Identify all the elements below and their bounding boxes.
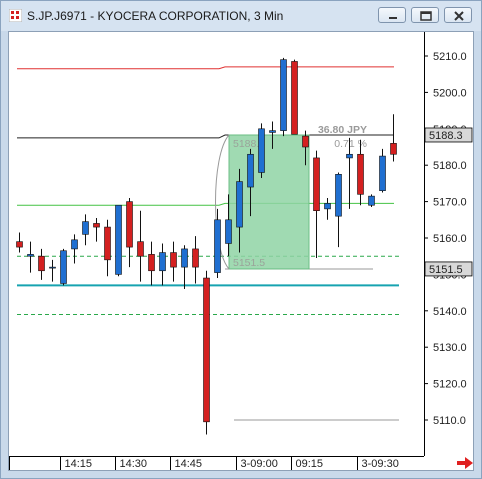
y-tick-label: 5120.0 [433, 379, 467, 391]
candle[interactable] [357, 153, 364, 195]
title-bar[interactable]: S.JP.J6971 - KYOCERA CORPORATION, 3 Min [1, 1, 481, 31]
chart-app-icon [9, 9, 22, 22]
candle[interactable] [38, 255, 45, 272]
x-tick-label: 3-09:00 [241, 458, 278, 470]
minimize-button[interactable] [378, 7, 406, 23]
candle[interactable] [27, 254, 34, 257]
candle[interactable] [49, 266, 56, 269]
candle[interactable] [170, 252, 177, 268]
measure-from-price: 5188.3 [233, 138, 265, 150]
candle[interactable] [225, 219, 232, 244]
candle[interactable] [60, 250, 67, 284]
y-tick-label: 5110.0 [433, 415, 466, 427]
candle[interactable] [181, 248, 188, 268]
x-tick-label: 14:30 [120, 458, 148, 470]
measure-bracket [215, 134, 230, 270]
y-tick-label: 5170.0 [433, 197, 467, 209]
candle[interactable] [159, 252, 166, 272]
chart-area[interactable]: 5210.05200.05190.05180.05170.05160.05150… [8, 31, 474, 471]
candle[interactable] [335, 174, 342, 217]
measure-change-label: 36.80 JPY [318, 124, 367, 136]
candlestick-chart[interactable]: 5210.05200.05190.05180.05170.05160.05150… [9, 32, 473, 470]
measure-percent-label: 0.71 % [334, 138, 367, 150]
window-title: S.JP.J6971 - KYOCERA CORPORATION, 3 Min [27, 9, 284, 23]
close-icon [454, 11, 464, 21]
candle[interactable] [346, 153, 353, 159]
y-tick-label: 5160.0 [433, 233, 467, 245]
candle[interactable] [82, 221, 89, 235]
candle[interactable] [368, 195, 375, 206]
candle[interactable] [93, 223, 100, 228]
y-tick-label: 5200.0 [433, 87, 467, 99]
candle[interactable] [214, 219, 221, 273]
y-tick-label: 5210.0 [433, 51, 467, 63]
candle[interactable] [258, 128, 265, 173]
candle[interactable] [280, 59, 287, 131]
candle[interactable] [302, 135, 309, 148]
close-button[interactable] [444, 7, 472, 23]
candle[interactable] [269, 130, 276, 133]
measure-to-price: 5151.5 [233, 257, 265, 269]
candle[interactable] [104, 226, 111, 261]
candle[interactable] [203, 277, 210, 423]
candle[interactable] [16, 241, 23, 248]
x-tick-label: 14:15 [65, 458, 93, 470]
y-tick-label: 5130.0 [433, 342, 467, 354]
candle[interactable] [390, 143, 397, 155]
price-box-label: 5188.3 [429, 130, 463, 142]
candle[interactable] [192, 248, 199, 268]
x-tick-label: 09:15 [296, 458, 324, 470]
scroll-right-arrow-icon[interactable] [456, 456, 474, 470]
candle[interactable] [247, 153, 254, 188]
candle[interactable] [379, 155, 386, 191]
restore-icon [420, 11, 432, 21]
candle[interactable] [71, 239, 78, 250]
y-tick-label: 5180.0 [433, 160, 467, 172]
candle[interactable] [291, 61, 298, 135]
x-tick-label: 14:45 [175, 458, 203, 470]
candle[interactable] [313, 157, 320, 211]
y-tick-label: 5140.0 [433, 306, 467, 318]
restore-button[interactable] [411, 7, 439, 23]
candle[interactable] [236, 181, 243, 228]
minimize-icon [389, 17, 397, 19]
price-box-label: 5151.5 [429, 264, 463, 276]
price-box [424, 261, 473, 277]
candle[interactable] [115, 204, 122, 275]
candle[interactable] [148, 254, 155, 272]
candle[interactable] [137, 241, 144, 257]
red-line [17, 66, 394, 70]
price-box [424, 127, 473, 143]
candle[interactable] [324, 203, 331, 210]
candle[interactable] [126, 201, 133, 248]
x-tick-label: 3-09:30 [362, 458, 399, 470]
